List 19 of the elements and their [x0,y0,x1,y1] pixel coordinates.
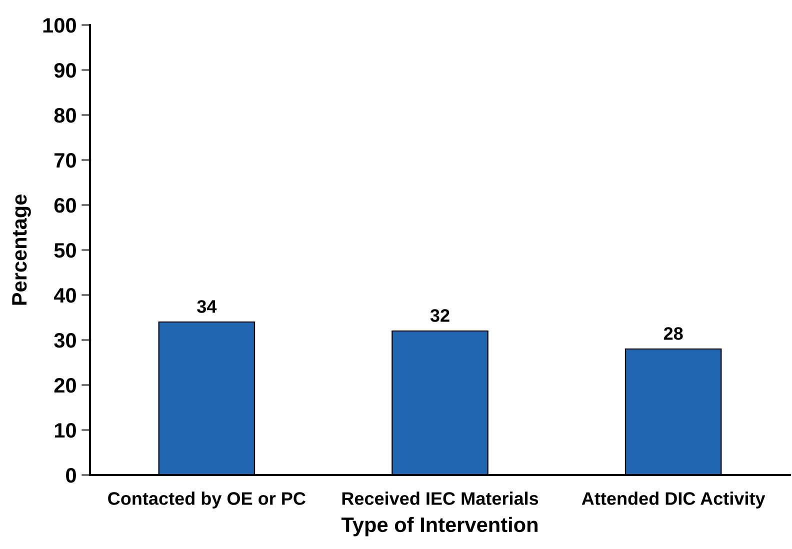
y-tick-label: 70 [54,153,76,168]
y-tick-label: 50 [54,243,76,258]
y-tick-label: 100 [43,18,76,33]
y-tick-label: 40 [54,288,76,303]
x-tick-label: Received IEC Materials [342,492,538,505]
x-tick-label: Attended DIC Activity [582,492,766,508]
x-tick-label: Contacted by OE or PC [108,492,306,508]
data-label: 28 [664,327,683,340]
y-axis-title: Percentage [12,194,31,305]
y-tick-label: 20 [54,378,76,393]
y-tick-label: 10 [54,423,76,438]
y-tick-label: 30 [54,333,76,348]
y-tick-label: 0 [66,468,76,483]
data-label: 32 [430,309,450,322]
y-tick-label: 90 [54,63,76,78]
y-tick-label: 80 [54,108,76,123]
y-tick-label: 60 [54,198,76,213]
data-label: 34 [197,300,217,313]
x-axis-title: Type of Intervention [341,516,538,536]
